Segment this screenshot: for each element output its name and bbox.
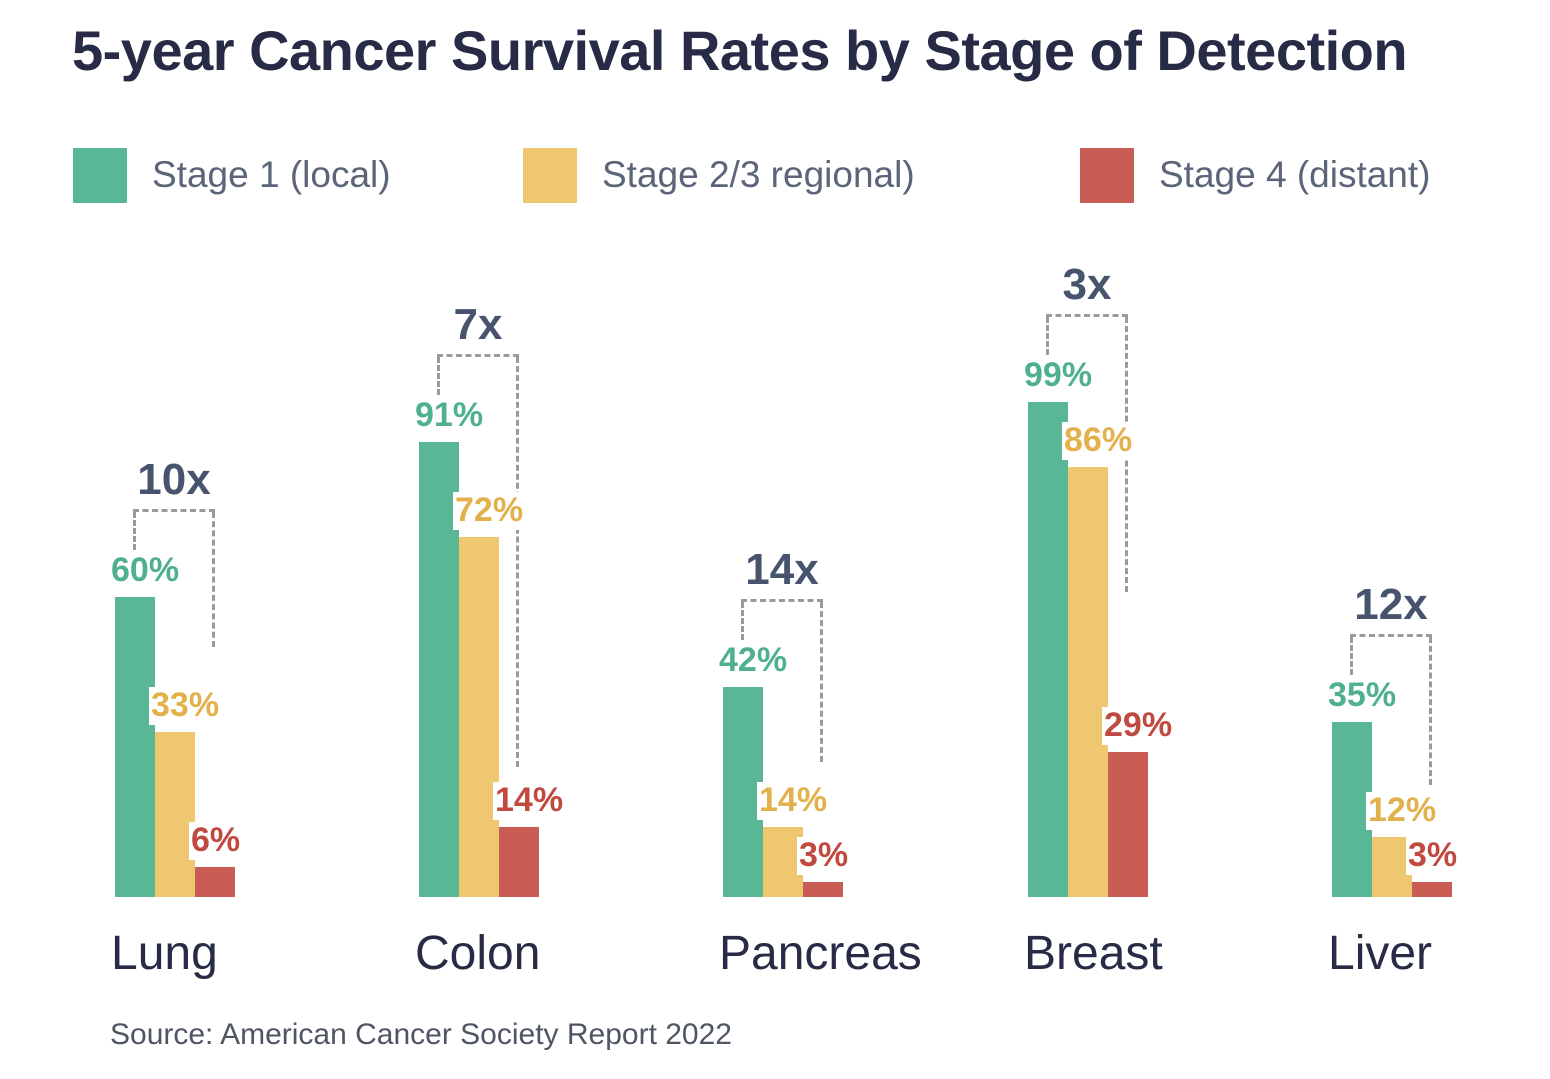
legend-label-stage1: Stage 1 (local) <box>152 154 391 195</box>
bracket-top-line <box>1046 314 1128 317</box>
bracket-left-line <box>741 602 744 640</box>
value-label: 42% <box>717 641 790 680</box>
ratio-annotation: 10x <box>137 455 211 504</box>
bar-colon-series3 <box>499 827 539 897</box>
bar-pancreas-series3 <box>803 882 843 897</box>
bar-chart: 60% 33% 6% 10x 91% 72% 14% 7x 42% 14% 3% 14x 99% 86% 2… <box>109 0 1460 897</box>
bracket-left-line <box>1350 637 1353 675</box>
legend: Stage 1 (local) Stage 2/3 regional) Stag… <box>0 147 1550 203</box>
chart-title: 5-year Cancer Survival Rates by Stage of… <box>72 19 1408 82</box>
bracket-right-line <box>1429 637 1432 785</box>
legend-item-stage4: Stage 4 (distant) <box>1080 147 1430 203</box>
source-note: Source: American Cancer Society Report 2… <box>110 1018 732 1051</box>
value-label: 91% <box>413 396 486 435</box>
bar-breast-series1 <box>1028 402 1068 897</box>
bar-lung-series1 <box>115 597 155 897</box>
value-label: 99% <box>1022 356 1095 395</box>
ratio-annotation: 3x <box>1062 260 1112 309</box>
value-label: 14% <box>493 781 566 820</box>
bar-group-colon: 91% 72% 14% 7x <box>413 0 566 897</box>
bar-breast-series3 <box>1108 752 1148 897</box>
bar-lung-series2 <box>155 732 195 897</box>
bar-group-breast: 99% 86% 29% 3x <box>1022 0 1175 897</box>
value-label: 29% <box>1102 706 1175 745</box>
category-label-lung: Lung <box>111 927 218 980</box>
bar-group-pancreas: 42% 14% 3% 14x <box>717 0 851 897</box>
bracket-top-line <box>741 599 823 602</box>
bar-colon-series1 <box>419 442 459 897</box>
value-label: 60% <box>109 551 182 590</box>
legend-swatch-stage4 <box>1080 147 1134 203</box>
bar-breast-series2 <box>1068 467 1108 897</box>
ratio-annotation: 14x <box>745 545 819 594</box>
bracket-left-line <box>133 512 136 550</box>
legend-item-stage1: Stage 1 (local) <box>73 147 391 203</box>
bar-liver-series3 <box>1412 882 1452 897</box>
value-label: 33% <box>149 686 222 725</box>
value-label: 35% <box>1326 676 1399 715</box>
value-label: 3% <box>1406 836 1460 875</box>
bar-liver-series1 <box>1332 722 1372 897</box>
value-label: 72% <box>453 491 526 530</box>
legend-label-stage4: Stage 4 (distant) <box>1159 154 1431 195</box>
category-label-colon: Colon <box>415 927 541 980</box>
bracket-top-line <box>1350 634 1432 637</box>
ratio-annotation: 7x <box>453 300 503 349</box>
value-label: 3% <box>797 836 851 875</box>
legend-swatch-stage23 <box>523 147 577 203</box>
bracket-left-line <box>437 357 440 395</box>
category-label-liver: Liver <box>1328 927 1433 980</box>
bar-pancreas-series2 <box>763 827 803 897</box>
bar-group-liver: 35% 12% 3% 12x <box>1326 0 1460 897</box>
ratio-annotation: 12x <box>1354 580 1428 629</box>
category-labels: Lung Colon Pancreas Breast Liver <box>0 922 1550 992</box>
bar-colon-series2 <box>459 537 499 897</box>
bracket-right-line <box>212 512 215 647</box>
value-label: 12% <box>1366 791 1439 830</box>
category-label-pancreas: Pancreas <box>719 927 922 980</box>
bracket-right-line <box>516 357 519 767</box>
value-label: 14% <box>757 781 830 820</box>
bracket-top-line <box>133 509 215 512</box>
bar-pancreas-series1 <box>723 687 763 897</box>
value-label: 6% <box>189 821 243 860</box>
bar-group-lung: 60% 33% 6% 10x <box>109 0 243 897</box>
legend-label-stage23: Stage 2/3 regional) <box>602 154 915 195</box>
legend-item-stage23: Stage 2/3 regional) <box>523 147 915 203</box>
bar-lung-series3 <box>195 867 235 897</box>
bar-liver-series2 <box>1372 837 1412 897</box>
bracket-right-line <box>820 602 823 762</box>
category-label-breast: Breast <box>1024 927 1163 980</box>
bracket-left-line <box>1046 317 1049 355</box>
bracket-top-line <box>437 354 519 357</box>
legend-swatch-stage1 <box>73 147 127 203</box>
value-label: 86% <box>1062 421 1135 460</box>
